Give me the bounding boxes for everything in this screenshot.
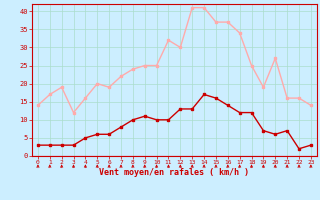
X-axis label: Vent moyen/en rafales ( km/h ): Vent moyen/en rafales ( km/h ): [100, 168, 249, 177]
